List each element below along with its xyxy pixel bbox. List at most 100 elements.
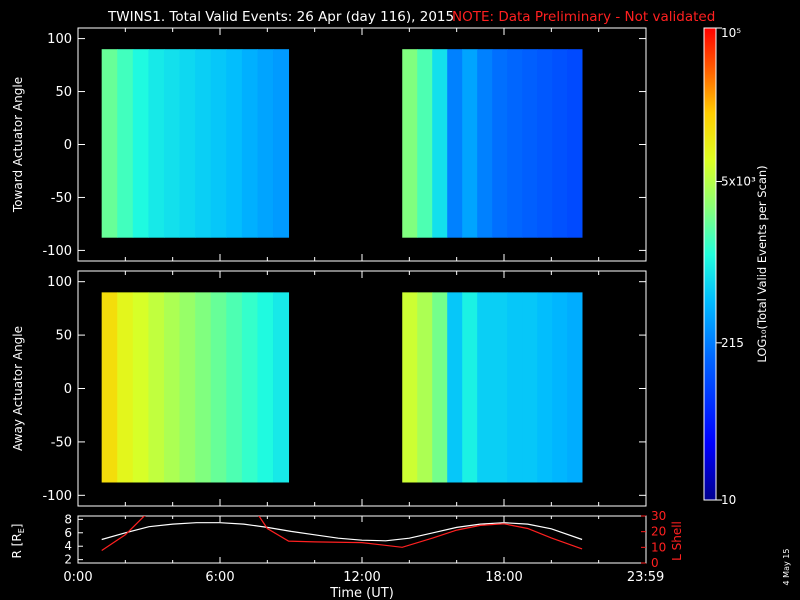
heatmap-cell — [567, 49, 583, 238]
heatmap-cell — [101, 292, 118, 483]
chart-title: TWINS1. Total Valid Events: 26 Apr (day … — [107, 9, 454, 25]
lshell-tick-label: 10 — [651, 540, 666, 554]
heatmap-cell — [210, 49, 227, 238]
orbit-plot-frame — [77, 515, 647, 564]
heatmap-cell — [492, 292, 508, 483]
y-tick-label: 100 — [47, 275, 72, 290]
heatmap-cell — [507, 292, 523, 483]
preliminary-note: NOTE: Data Preliminary - Not validated — [452, 9, 715, 25]
away-y-axis-label: Away Actuator Angle — [11, 326, 25, 451]
y-tick-label: -50 — [51, 191, 72, 206]
time-tick-label: 12:00 — [343, 570, 380, 585]
y-tick-label: -50 — [51, 435, 72, 450]
heatmap-cell — [179, 49, 196, 238]
lshell-tick-label: 0 — [651, 556, 659, 570]
heatmap-cell — [148, 292, 165, 483]
r-tick-label: 8 — [64, 512, 72, 526]
heatmap-cell — [226, 292, 243, 483]
time-tick-label: 6:00 — [205, 570, 234, 585]
heatmap-cell — [195, 49, 212, 238]
heatmap-cell — [552, 49, 568, 238]
y-tick-label: 0 — [64, 138, 72, 153]
toward-y-ticks: 100 50 0 -50 -100 — [42, 28, 647, 261]
heatmap-cell — [402, 292, 418, 483]
y-tick-label: -100 — [42, 244, 72, 259]
heatmap-cell — [537, 292, 553, 483]
away-heatmap — [101, 292, 583, 483]
date-stamp: 4 May 15 — [782, 549, 791, 586]
heatmap-cell — [132, 49, 149, 238]
y-tick-label: 50 — [55, 329, 72, 344]
r-tick-label: 6 — [64, 526, 72, 540]
toward-y-axis-label: Toward Actuator Angle — [11, 77, 25, 213]
heatmap-cell — [417, 292, 433, 483]
heatmap-cell — [492, 49, 508, 238]
heatmap-cell — [507, 49, 523, 238]
time-tick-label: 0:00 — [63, 570, 92, 585]
heatmap-cell — [163, 292, 180, 483]
heatmap-cell — [417, 49, 433, 238]
y-tick-label: 50 — [55, 85, 72, 100]
orbit-r-axis-label: R [RE] — [10, 524, 26, 559]
heatmap-cell — [522, 49, 538, 238]
orbit-lshell-axis-label: L Shell — [670, 521, 684, 561]
heatmap-cell — [477, 292, 493, 483]
heatmap-cell — [101, 49, 118, 238]
heatmap-cell — [257, 292, 274, 483]
heatmap-cell — [522, 292, 538, 483]
lshell-tick-label: 20 — [651, 525, 666, 539]
heatmap-cell — [432, 49, 448, 238]
heatmap-cell — [241, 49, 258, 238]
heatmap-cell — [432, 292, 448, 483]
colorbar-label: LOG₁₀(Total Valid Events per Scan) — [755, 165, 769, 362]
toward-heatmap — [101, 49, 583, 238]
time-tick-label: 18:00 — [485, 570, 522, 585]
heatmap-cell — [226, 49, 243, 238]
heatmap-cell — [462, 292, 478, 483]
r-tick-label: 2 — [64, 553, 72, 567]
heatmap-cell — [132, 292, 149, 483]
colorbar-ticks: 10⁵ 5x10³ 215 10 — [716, 26, 756, 507]
heatmap-cell — [273, 49, 290, 238]
colorbar-tick-label: 10 — [721, 493, 736, 507]
orbit-x-axis-label: Time (UT) — [329, 586, 394, 600]
lshell-series-line — [101, 516, 583, 551]
heatmap-cell — [241, 292, 258, 483]
heatmap-cell — [148, 49, 165, 238]
heatmap-cell — [447, 292, 463, 483]
heatmap-cell — [179, 292, 196, 483]
heatmap-cell — [257, 49, 274, 238]
heatmap-cell — [273, 292, 290, 483]
away-y-ticks: 100 50 0 -50 -100 — [42, 271, 647, 506]
heatmap-cell — [195, 292, 212, 483]
heatmap-cell — [447, 49, 463, 238]
colorbar-tick-label: 10⁵ — [721, 26, 741, 40]
toward-panel: 100 50 0 -50 -100 Toward Actuator Angle — [11, 27, 647, 262]
lshell-tick-label: 30 — [651, 509, 666, 523]
heatmap-cell — [163, 49, 180, 238]
heatmap-cell — [117, 49, 134, 238]
colorbar-tick-label: 215 — [721, 336, 744, 350]
time-tick-label: 23:59 — [627, 570, 664, 585]
y-tick-label: 100 — [47, 32, 72, 47]
colorbar-tick-label: 5x10³ — [721, 175, 756, 189]
heatmap-cell — [537, 49, 553, 238]
r-series-line — [101, 522, 583, 542]
r-tick-label: 4 — [64, 539, 72, 553]
away-panel: 100 50 0 -50 -100 Away Actuator Angle — [11, 270, 647, 507]
colorbar: 10⁵ 5x10³ 215 10 LOG₁₀(Total Valid Events p… — [703, 26, 769, 507]
heatmap-cell — [210, 292, 227, 483]
heatmap-cell — [477, 49, 493, 238]
heatmap-cell — [462, 49, 478, 238]
orbit-lines — [101, 516, 583, 551]
heatmap-cell — [117, 292, 134, 483]
colorbar-gradient — [703, 27, 717, 501]
heatmap-cell — [567, 292, 583, 483]
y-tick-label: 0 — [64, 382, 72, 397]
heatmap-cell — [552, 292, 568, 483]
y-tick-label: -100 — [42, 489, 72, 504]
heatmap-cell — [402, 49, 418, 238]
